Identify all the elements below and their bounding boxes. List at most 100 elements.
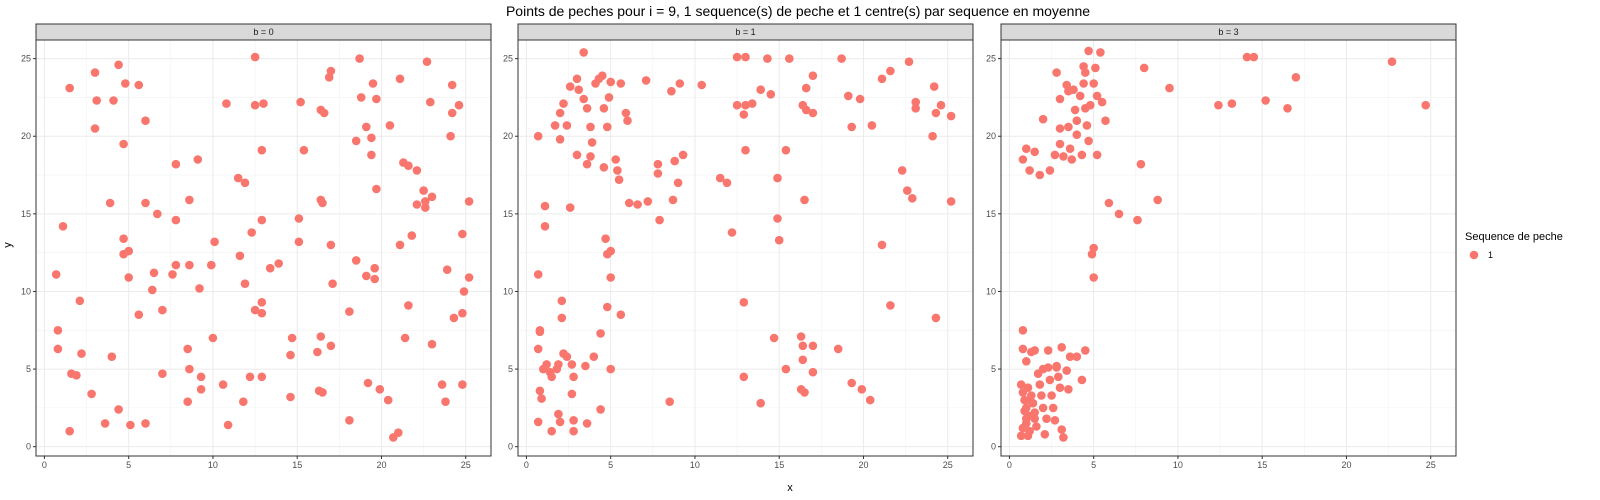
data-point: [185, 195, 194, 205]
data-point: [606, 246, 615, 256]
data-point: [458, 308, 467, 318]
panel-border: [517, 39, 974, 457]
data-point: [567, 389, 577, 399]
data-point: [1283, 104, 1292, 113]
facet-strip-label: b = 0: [253, 27, 273, 37]
data-point: [1030, 147, 1039, 157]
data-point: [1077, 150, 1087, 160]
data-point: [459, 287, 469, 296]
data-point: [886, 301, 895, 310]
data-point: [274, 259, 284, 268]
data-point: [1082, 121, 1092, 130]
data-point: [766, 90, 776, 99]
x-tick-label: 15: [774, 460, 784, 470]
data-point: [1030, 408, 1039, 417]
data-point: [1020, 406, 1029, 416]
data-point: [903, 186, 912, 195]
data-point: [567, 360, 577, 369]
data-point: [808, 341, 818, 351]
data-point: [372, 94, 381, 104]
data-point: [326, 341, 336, 351]
panel-background: [36, 40, 491, 456]
data-point: [741, 52, 750, 62]
data-point: [781, 145, 791, 155]
data-point: [582, 419, 592, 428]
data-point: [208, 333, 218, 343]
data-point: [240, 279, 250, 289]
data-point: [614, 175, 624, 184]
data-point: [454, 100, 464, 110]
y-tick-label: 10: [21, 286, 31, 296]
data-point: [587, 138, 597, 147]
data-point: [233, 173, 243, 183]
data-point: [579, 94, 588, 104]
data-point: [1018, 155, 1028, 164]
data-point: [1089, 243, 1098, 253]
data-point: [769, 333, 779, 343]
data-point: [596, 329, 605, 338]
data-point: [908, 194, 917, 203]
data-point: [427, 339, 437, 349]
y-tick-label: 25: [21, 54, 31, 64]
data-point: [557, 296, 567, 306]
data-point: [422, 57, 432, 66]
x-tick-label: 15: [292, 460, 302, 470]
y-tick-label: 20: [986, 131, 996, 141]
data-point: [223, 420, 233, 430]
data-point: [195, 284, 204, 293]
data-point: [877, 240, 887, 250]
data-point: [299, 145, 309, 155]
data-point: [533, 417, 543, 427]
data-point: [1055, 383, 1065, 393]
data-point: [633, 200, 642, 209]
data-point: [1064, 385, 1073, 394]
data-point: [739, 372, 749, 382]
y-tick-label: 5: [508, 364, 513, 374]
x-tick-label: 5: [126, 460, 131, 470]
data-point: [183, 397, 192, 407]
data-point: [185, 260, 194, 270]
data-point: [1084, 136, 1093, 146]
data-point: [351, 136, 361, 146]
data-point: [574, 85, 583, 94]
data-point: [1387, 57, 1397, 66]
data-point: [107, 352, 117, 362]
data-point: [259, 99, 268, 108]
data-point: [287, 333, 297, 343]
data-point: [1047, 391, 1056, 400]
data-point: [257, 145, 267, 155]
data-point: [897, 166, 907, 175]
data-point: [739, 110, 749, 119]
data-point: [555, 417, 565, 427]
data-point: [240, 178, 250, 188]
data-point: [400, 333, 410, 343]
data-point: [665, 397, 674, 407]
data-point: [109, 96, 118, 105]
data-point: [801, 83, 811, 93]
data-point: [370, 274, 380, 284]
y-tick-label: 25: [503, 54, 513, 64]
data-point: [87, 389, 96, 399]
data-point: [554, 360, 563, 369]
data-point: [196, 385, 206, 394]
data-point: [1022, 414, 1031, 424]
data-point: [582, 159, 592, 169]
x-tick-label: 20: [376, 460, 386, 470]
data-point: [158, 369, 167, 379]
y-tick-label: 5: [26, 364, 31, 374]
data-point: [326, 240, 336, 250]
data-point: [844, 91, 853, 101]
y-tick-label: 15: [503, 209, 513, 219]
data-point: [385, 121, 395, 130]
data-point: [1022, 357, 1031, 366]
data-point: [412, 200, 422, 209]
data-point: [1214, 100, 1223, 110]
data-point: [395, 240, 405, 250]
data-point: [741, 100, 750, 110]
data-point: [1089, 79, 1098, 88]
data-point: [867, 121, 877, 130]
data-point: [1249, 52, 1259, 62]
data-point: [562, 352, 572, 362]
data-point: [1097, 97, 1107, 107]
